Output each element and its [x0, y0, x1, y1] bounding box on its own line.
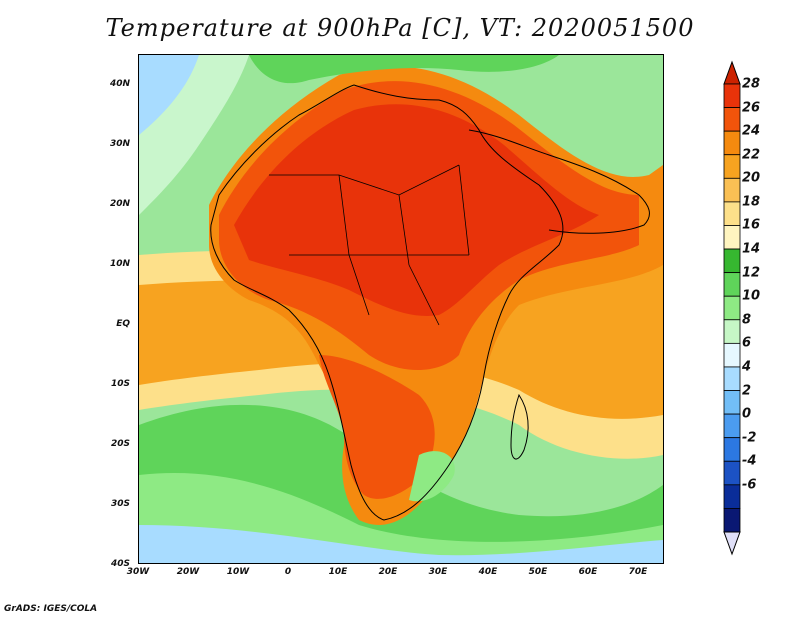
field-cold-north — [139, 55, 199, 135]
field-southern-blue — [139, 525, 663, 563]
grads-credit: GrADS: IGES/COLA — [4, 604, 98, 614]
colorbar-box — [723, 83, 741, 108]
lon-label-20e: 20E — [378, 567, 398, 577]
africa-coastline — [210, 84, 564, 521]
colorbar-tick-label: 0 — [742, 406, 752, 422]
colorbar-tick-label: 8 — [742, 312, 752, 328]
colorbar-box — [723, 272, 741, 297]
lon-label-30e: 30E — [428, 567, 448, 577]
lat-label-20s: 20S — [110, 439, 130, 449]
colorbar-box — [723, 295, 741, 321]
lon-label-50e: 50E — [528, 567, 548, 577]
colorbar-box — [723, 484, 741, 509]
map-title: Temperature at 900hPa [C], VT: 202005150… — [105, 14, 695, 42]
lat-label-10n: 10N — [109, 259, 130, 269]
colorbar-box — [723, 342, 741, 368]
lat-label-40n: 40N — [109, 79, 130, 89]
lat-label-20n: 20N — [109, 199, 130, 209]
colorbar-tick-label: -4 — [742, 453, 757, 469]
lon-label-10e: 10E — [328, 567, 348, 577]
colorbar-tick-label: 18 — [742, 194, 761, 210]
colorbar-box — [723, 390, 741, 415]
colorbar-tick-label: 28 — [742, 76, 761, 92]
map-canvas — [139, 55, 663, 563]
colorbar-tick-label: 4 — [742, 359, 752, 375]
colorbar-tick-label: 10 — [742, 288, 761, 304]
colorbar-box — [723, 201, 741, 226]
colorbar-tick-label: 6 — [742, 335, 752, 351]
colorbar-tick-label: 22 — [742, 147, 761, 163]
lon-label-10w: 10W — [226, 567, 250, 577]
temperature-map — [138, 54, 664, 564]
colorbar-boxes — [723, 83, 741, 533]
lon-label-0: 0 — [284, 567, 292, 577]
colorbar-tick-label: 24 — [742, 123, 761, 139]
colorbar-box — [723, 154, 741, 179]
lat-label-eq: EQ — [116, 319, 130, 329]
colorbar-box — [723, 413, 741, 439]
colorbar-tick-label: 14 — [742, 241, 761, 257]
lat-label-30s: 30S — [110, 499, 130, 509]
colorbar-box — [723, 248, 741, 274]
colorbar-box — [723, 130, 741, 156]
colorbar-tick-label: 2 — [742, 383, 752, 399]
colorbar-box — [723, 437, 741, 462]
lon-label-40e: 40E — [478, 567, 498, 577]
colorbar-box — [723, 366, 741, 391]
colorbar-tick-label: 16 — [742, 217, 761, 233]
lon-label-60e: 60E — [578, 567, 598, 577]
colorbar-tick-label: 20 — [742, 170, 761, 186]
colorbar — [723, 60, 741, 556]
field-europe-green — [249, 55, 559, 84]
arabia-coastline — [468, 129, 650, 234]
field-south-africa-hot — [319, 355, 435, 499]
lat-label-40s: 40S — [110, 559, 130, 569]
colorbar-tick-label: 26 — [742, 100, 761, 116]
colorbar-box — [723, 508, 741, 533]
madagascar-coastline — [510, 393, 529, 460]
colorbar-bottom-arrow — [723, 531, 741, 556]
colorbar-box — [723, 319, 741, 344]
lon-label-20w: 20W — [176, 567, 200, 577]
colorbar-box — [723, 225, 741, 250]
colorbar-tick-label: -6 — [742, 477, 757, 493]
lon-label-30w: 30W — [126, 567, 150, 577]
lat-label-10s: 10S — [110, 379, 130, 389]
country-borders — [269, 164, 470, 326]
colorbar-tick-label: -2 — [742, 430, 757, 446]
colorbar-box — [723, 107, 741, 132]
colorbar-box — [723, 460, 741, 486]
colorbar-box — [723, 177, 741, 203]
lon-label-70e: 70E — [628, 567, 648, 577]
field-continent-hottest — [234, 104, 599, 316]
colorbar-top-arrow — [723, 60, 741, 85]
field-south-africa-cool — [409, 451, 455, 502]
lat-label-30n: 30N — [109, 139, 130, 149]
colorbar-tick-label: 12 — [742, 265, 761, 281]
